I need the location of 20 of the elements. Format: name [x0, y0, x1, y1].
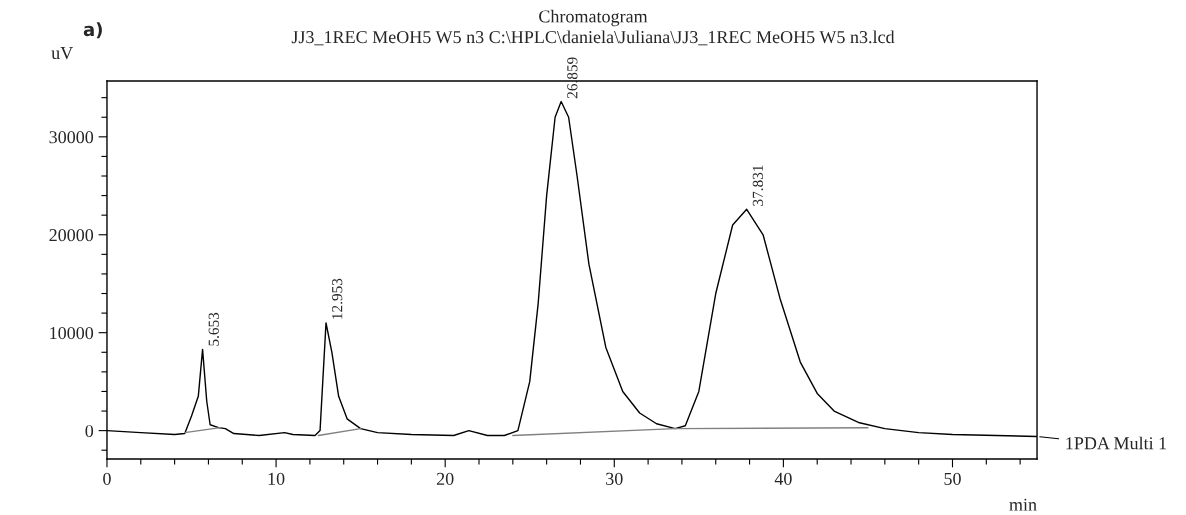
- y-axis-title: uV: [51, 47, 74, 60]
- annotation: 5.653: [208, 312, 219, 346]
- annotation: 37.831: [752, 165, 764, 206]
- chart-subtitle: JJ3_1REC MeOH5 W5 n3 C:\HPLC\daniela\Juliana\JJ3_1REC MeOH5 W5 n3.lcd: [291, 30, 895, 46]
- chart-title: Chromatogram: [539, 9, 648, 27]
- y-tick-label: 10000: [50, 326, 94, 340]
- x-tick-label: 0: [103, 472, 111, 485]
- y-tick-label: 30000: [49, 131, 94, 144]
- x-tick-label: 20: [436, 472, 454, 485]
- x-tick-label: 10: [268, 472, 285, 485]
- annotation: 12.953: [332, 278, 343, 319]
- annotation: 26.859: [567, 57, 578, 99]
- legend-label: 1PDA Multi 1: [1066, 436, 1167, 450]
- x-tick-label: 50: [944, 472, 961, 485]
- y-tick-label: 0: [85, 424, 94, 438]
- x-tick-label: 30: [606, 472, 623, 485]
- x-tick-label: 40: [774, 472, 792, 485]
- x-axis-title: min: [1009, 498, 1037, 511]
- y-tick-label: 20000: [49, 229, 94, 242]
- text: a): [83, 22, 102, 39]
